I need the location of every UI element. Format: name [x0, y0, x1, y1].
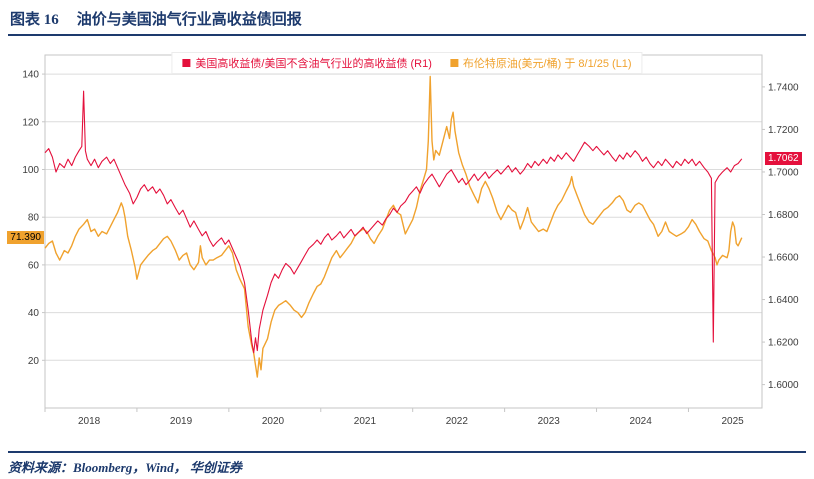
svg-text:1.7000: 1.7000 [768, 167, 799, 178]
x-axis: 2018 2019 2020 2021 2022 2023 2024 2025 [44, 408, 744, 427]
svg-text:40: 40 [28, 308, 40, 319]
svg-text:2020: 2020 [262, 416, 285, 427]
legend: 美国高收益债/美国不含油气行业的高收益债 (R1) 布伦特原油(美元/桶) 于 … [171, 52, 643, 74]
svg-text:1.6200: 1.6200 [768, 338, 799, 349]
left-axis: 20 40 60 80 100 120 140 [22, 70, 45, 367]
hy-ratio-swatch-icon [182, 59, 191, 67]
svg-text:100: 100 [22, 165, 39, 176]
legend-item-brent: 布伦特原油(美元/桶) 于 8/1/25 (L1) [449, 55, 632, 71]
svg-text:2021: 2021 [354, 416, 377, 427]
svg-text:2024: 2024 [630, 416, 653, 427]
svg-text:20: 20 [28, 356, 40, 367]
right-axis: 1.6000 1.6200 1.6400 1.6600 1.6800 1.7000 1.72… [762, 82, 799, 391]
svg-text:80: 80 [28, 213, 40, 224]
svg-text:120: 120 [22, 117, 39, 128]
svg-text:1.6600: 1.6600 [768, 253, 799, 264]
svg-text:2019: 2019 [170, 416, 193, 427]
hy-ratio-label: 美国高收益债/美国不含油气行业的高收益债 (R1) [195, 58, 432, 70]
brent-swatch-icon [449, 59, 458, 67]
svg-text:2025: 2025 [721, 416, 744, 427]
legend-item-hy-ratio: 美国高收益债/美国不含油气行业的高收益债 (R1) [182, 55, 432, 71]
figure-header: 图表 16 油价与美国油气行业高收益债回报 [10, 8, 302, 29]
series-line-hy-ratio [44, 90, 743, 354]
plot-frame [44, 54, 763, 409]
svg-text:1.7200: 1.7200 [768, 125, 799, 136]
left-axis-current-badge: 71.390 [7, 230, 44, 244]
svg-text:2022: 2022 [446, 416, 469, 427]
figure-title: 油价与美国油气行业高收益债回报 [76, 12, 302, 28]
svg-text:140: 140 [22, 70, 39, 81]
svg-text:1.6800: 1.6800 [768, 210, 799, 221]
footer-rule [8, 451, 806, 453]
gridlines [45, 73, 762, 361]
svg-text:1.6000: 1.6000 [768, 380, 799, 391]
brent-label: 布伦特原油(美元/桶) 于 8/1/25 (L1) [462, 58, 632, 70]
right-axis-current-badge: 1.7062 [765, 151, 802, 165]
svg-text:1.7400: 1.7400 [768, 82, 799, 93]
svg-text:2023: 2023 [538, 416, 561, 427]
svg-text:60: 60 [28, 260, 40, 271]
svg-text:1.6400: 1.6400 [768, 295, 799, 306]
chart-svg: 20 40 60 80 100 120 140 1.6000 1.6200 1.6400 1.660… [22, 54, 799, 427]
source-note: 资料来源：Bloomberg，Wind， 华创证券 [8, 460, 242, 475]
svg-text:2018: 2018 [78, 416, 101, 427]
title-rule [8, 34, 806, 36]
series-line-brent [44, 75, 743, 378]
figure-number: 图表 16 [10, 12, 59, 28]
